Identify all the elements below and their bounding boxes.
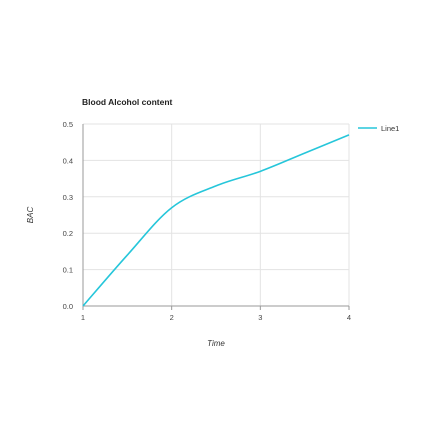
x-axis-label: Time bbox=[207, 339, 225, 348]
x-tick-labels: 1 2 3 4 bbox=[81, 313, 351, 322]
series-line-1 bbox=[82, 134, 350, 307]
y-tick-label: 0.1 bbox=[63, 266, 73, 275]
y-tick-label: 0.0 bbox=[63, 302, 73, 311]
series-group bbox=[82, 134, 350, 307]
grid-lines bbox=[83, 123, 350, 306]
x-tick-label: 3 bbox=[258, 313, 262, 322]
x-tick-label: 1 bbox=[81, 313, 85, 322]
x-tick-label: 2 bbox=[170, 313, 174, 322]
y-axis-label: BAC bbox=[26, 207, 35, 224]
y-tick-label: 0.2 bbox=[63, 229, 73, 238]
y-tick-labels: 0.0 0.1 0.2 0.3 0.4 0.5 bbox=[63, 120, 73, 311]
chart-title: Blood Alcohol content bbox=[82, 97, 173, 107]
legend: Line1 bbox=[358, 124, 399, 133]
legend-label: Line1 bbox=[381, 124, 399, 133]
x-tick-label: 4 bbox=[347, 313, 351, 322]
y-tick-label: 0.3 bbox=[63, 193, 73, 202]
y-tick-label: 0.5 bbox=[63, 120, 73, 129]
y-tick-label: 0.4 bbox=[63, 156, 73, 165]
axes bbox=[82, 124, 350, 310]
